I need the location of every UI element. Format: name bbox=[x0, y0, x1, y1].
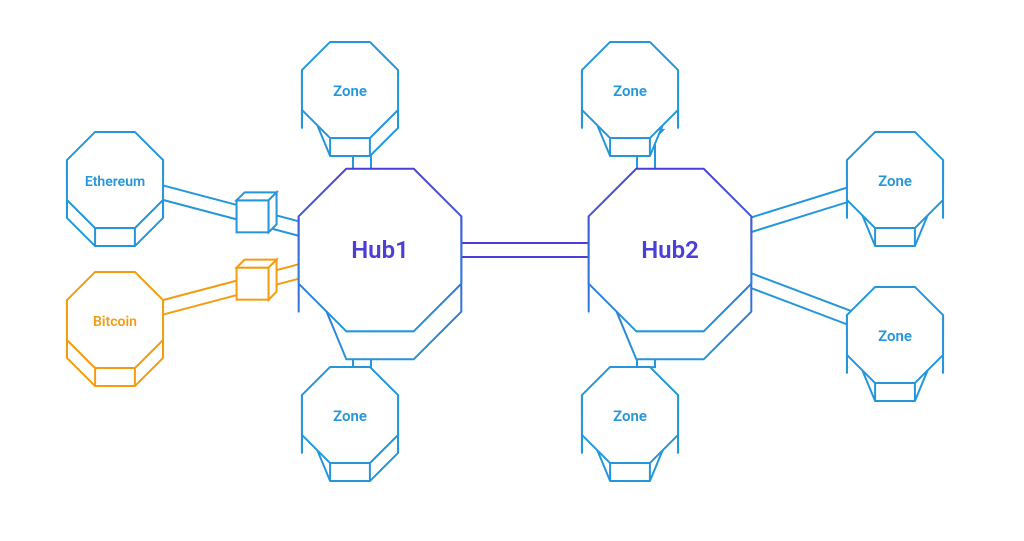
edge-hub2-z5 bbox=[745, 188, 851, 233]
edge-hub1-btc bbox=[159, 260, 303, 315]
node-hub1: Hub1 bbox=[299, 169, 462, 360]
node-z1: Zone bbox=[302, 42, 398, 156]
node-label-z4: Zone bbox=[613, 407, 647, 425]
edge-hub1-eth bbox=[159, 185, 303, 236]
node-label-z2: Zone bbox=[333, 407, 367, 425]
node-z5: Zone bbox=[847, 132, 943, 246]
node-z4: Zone bbox=[582, 367, 678, 481]
node-eth: Ethereum bbox=[67, 132, 163, 246]
node-label-btc: Bitcoin bbox=[93, 314, 137, 330]
edge-hub1-hub2 bbox=[461, 243, 589, 257]
node-label-z6: Zone bbox=[878, 327, 912, 345]
edge-hub2-z6 bbox=[743, 272, 852, 325]
node-z2: Zone bbox=[302, 367, 398, 481]
node-hub2: Hub2 bbox=[589, 169, 752, 360]
node-label-hub1: Hub1 bbox=[351, 236, 409, 264]
network-diagram: Zone Zone Zone Zone Zone Zone Ethereum Bitcoin H… bbox=[0, 0, 1024, 541]
node-btc: Bitcoin bbox=[67, 272, 163, 386]
node-z3: Zone bbox=[582, 42, 678, 156]
node-label-z1: Zone bbox=[333, 82, 367, 100]
node-label-eth: Ethereum bbox=[85, 174, 145, 190]
node-label-z3: Zone bbox=[613, 82, 647, 100]
node-label-z5: Zone bbox=[878, 172, 912, 190]
node-label-hub2: Hub2 bbox=[641, 236, 699, 264]
node-z6: Zone bbox=[847, 287, 943, 401]
